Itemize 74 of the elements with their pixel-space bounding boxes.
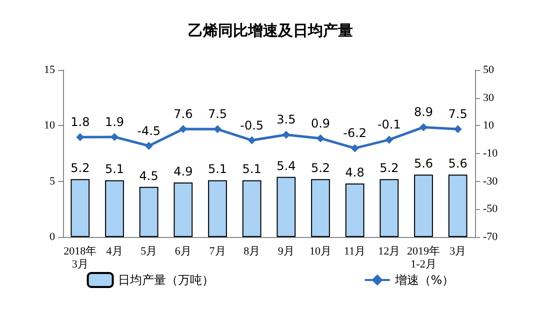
chart-title: 乙烯同比增速及日均产量: [188, 22, 353, 40]
point: [179, 125, 188, 134]
data-label: -0.1: [377, 118, 401, 132]
data-label: 4.8: [345, 166, 364, 180]
x-tick-label: 7月: [209, 246, 226, 258]
bar: [311, 179, 330, 237]
point: [385, 136, 394, 144]
data-label: 5.2: [310, 161, 330, 176]
data-label: 1.8: [70, 115, 90, 130]
x-tick-label: 3月: [450, 246, 466, 258]
y2-tick-label: 30: [483, 92, 494, 104]
x-tick-label: 12月: [378, 246, 400, 258]
point: [350, 144, 359, 152]
point: [248, 136, 256, 144]
point: [420, 123, 428, 132]
data-label: -0.5: [240, 118, 264, 132]
data-label: 5.1: [242, 162, 262, 176]
x-tick-label: 9月: [278, 246, 294, 258]
y-tick-label: 15: [44, 64, 56, 76]
data-label: -6.2: [343, 126, 367, 140]
bar: [208, 180, 227, 237]
y2-tick-label: -70: [483, 231, 498, 243]
data-label: 5.6: [414, 156, 434, 171]
x-tick-label: 2018年 3月: [64, 246, 97, 270]
y2-tick-label: -10: [483, 148, 498, 160]
point: [144, 142, 153, 150]
data-label: 4.5: [139, 168, 158, 183]
y-tick-label: 5: [50, 175, 56, 188]
x-tick-label: 10月: [310, 246, 332, 258]
data-label: 7.5: [208, 107, 228, 122]
y2-tick-label: -50: [483, 203, 498, 216]
x-tick-label: 2019年 1-2月: [407, 246, 440, 270]
bar: [414, 174, 433, 237]
legend-label: 日均产量（万吨）: [118, 273, 214, 287]
point: [282, 130, 290, 139]
point: [316, 134, 324, 142]
data-label: 7.6: [174, 107, 193, 122]
data-label: 5.6: [448, 156, 468, 171]
point: [454, 125, 462, 134]
point: [110, 132, 118, 141]
bar: [380, 179, 399, 237]
data-label: 5.2: [380, 161, 399, 176]
data-label: 0.9: [310, 116, 330, 130]
y2-tick-label: 10: [483, 120, 494, 132]
bar: [70, 179, 90, 237]
data-label: 3.5: [276, 112, 296, 127]
bar: [139, 186, 158, 237]
y-tick-label: 10: [44, 120, 56, 132]
bar: [242, 180, 262, 237]
data-label: 5.1: [104, 162, 124, 176]
x-tick-label: 4月: [106, 246, 123, 258]
data-label: 5.4: [276, 158, 296, 173]
data-label: -4.5: [137, 124, 161, 138]
legend-label: 增速（%）: [394, 273, 454, 287]
y2-tick-label: 50: [483, 64, 494, 76]
point: [76, 133, 84, 142]
y2-tick-label: -30: [483, 175, 498, 188]
x-tick-label: 6月: [174, 246, 192, 258]
data-label: 7.5: [448, 107, 468, 122]
data-label: 5.1: [208, 162, 228, 176]
data-label: 4.9: [174, 164, 193, 178]
x-tick-label: 11月: [344, 246, 366, 258]
data-label: 8.9: [414, 105, 434, 120]
data-label: 5.2: [70, 161, 90, 176]
bar: [276, 176, 296, 237]
x-tick-label: 8月: [244, 246, 260, 258]
x-tick-label: 5月: [140, 246, 158, 258]
data-label: 1.9: [104, 114, 124, 129]
bar: [448, 174, 468, 237]
y-tick-label: 0: [50, 231, 56, 243]
point: [214, 125, 222, 134]
bar: [174, 182, 193, 237]
bar: [105, 180, 124, 237]
bar: [345, 184, 364, 237]
